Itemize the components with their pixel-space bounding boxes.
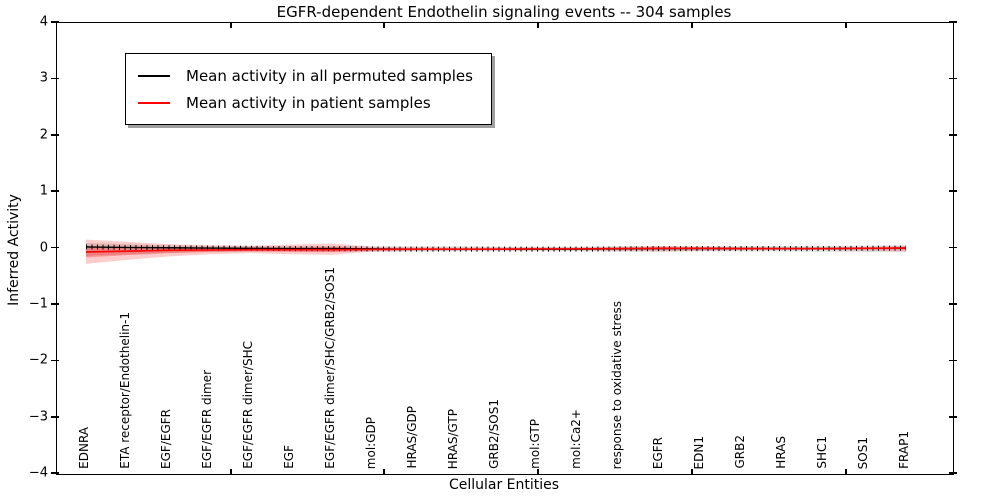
category-label: response to oxidative stress bbox=[610, 300, 624, 469]
patient-std-band-outer bbox=[86, 239, 906, 264]
legend-item-patient: Mean activity in patient samples bbox=[138, 89, 473, 116]
category-label: EDNRA bbox=[77, 427, 91, 469]
category-label: HRAS bbox=[774, 436, 788, 469]
category-label: mol:GTP bbox=[528, 419, 542, 469]
category-label: HRAS/GTP bbox=[446, 408, 460, 469]
y-tick-mark bbox=[51, 190, 59, 192]
legend-item-permuted: Mean activity in all permuted samples bbox=[138, 62, 473, 89]
category-label: EDN1 bbox=[692, 435, 706, 469]
x-axis-label: Cellular Entities bbox=[448, 477, 560, 493]
category-label: EGF bbox=[282, 445, 296, 469]
category-label: SOS1 bbox=[856, 436, 870, 469]
permuted-line-swatch bbox=[138, 74, 170, 77]
y-tick-mark bbox=[949, 472, 957, 474]
category-label: EGF/EGFR dimer bbox=[200, 370, 214, 469]
category-label: ETA receptor/Endothelin-1 bbox=[118, 312, 132, 469]
category-label: HRAS/GDP bbox=[405, 406, 419, 469]
category-label: mol:GDP bbox=[364, 416, 378, 469]
y-tick-mark bbox=[51, 246, 59, 249]
y-tick-mark bbox=[949, 416, 957, 418]
x-tick-mark bbox=[537, 23, 539, 28]
y-tick-mark bbox=[949, 77, 957, 80]
y-tick-mark bbox=[51, 77, 59, 80]
y-tick-mark bbox=[51, 21, 59, 23]
y-tick-mark bbox=[949, 359, 957, 362]
legend-label-permuted: Mean activity in all permuted samples bbox=[186, 66, 473, 85]
plot-area: Mean activity in all permuted samples Me… bbox=[56, 22, 954, 475]
category-label: mol:Ca2+ bbox=[569, 409, 583, 469]
patient-line-swatch bbox=[138, 101, 170, 104]
legend-label-patient: Mean activity in patient samples bbox=[186, 93, 431, 112]
chart-title: EGFR-dependent Endothelin signaling even… bbox=[276, 3, 732, 21]
x-tick-mark bbox=[230, 469, 232, 474]
x-tick-mark bbox=[845, 23, 847, 28]
chart-canvas bbox=[85, 239, 907, 264]
x-tick-mark bbox=[537, 469, 539, 474]
x-tick-mark bbox=[691, 23, 693, 28]
y-tick-label: 2 bbox=[39, 127, 48, 143]
category-label: GRB2/SOS1 bbox=[487, 399, 501, 469]
y-tick-label: −3 bbox=[28, 409, 48, 425]
x-tick-mark bbox=[691, 469, 693, 474]
category-label: FRAP1 bbox=[897, 431, 911, 469]
y-tick-label: 4 bbox=[39, 14, 48, 30]
x-tick-mark bbox=[383, 23, 385, 28]
category-label: EGF/EGFR dimer/SHC/GRB2/SOS1 bbox=[323, 267, 337, 469]
category-label: GRB2 bbox=[733, 435, 747, 469]
category-label: EGFR bbox=[651, 436, 665, 469]
y-tick-mark bbox=[949, 134, 957, 136]
y-tick-label: −4 bbox=[28, 465, 48, 481]
y-tick-mark bbox=[949, 246, 957, 249]
y-tick-label: −2 bbox=[28, 352, 48, 368]
legend: Mean activity in all permuted samples Me… bbox=[125, 53, 492, 125]
y-tick-mark bbox=[949, 21, 957, 23]
y-tick-mark bbox=[51, 472, 59, 474]
x-tick-mark bbox=[845, 469, 847, 474]
patient-mean-line bbox=[85, 247, 907, 253]
y-tick-mark bbox=[51, 134, 59, 136]
y-tick-mark bbox=[51, 359, 59, 362]
y-tick-label: 0 bbox=[39, 240, 48, 256]
y-tick-mark bbox=[949, 190, 957, 192]
y-tick-mark bbox=[51, 416, 59, 418]
y-tick-mark bbox=[51, 303, 59, 305]
x-tick-mark bbox=[383, 469, 385, 474]
x-tick-mark bbox=[230, 23, 232, 28]
y-tick-label: 1 bbox=[39, 183, 48, 199]
category-label: EGF/EGFR bbox=[159, 409, 173, 469]
y-tick-label: −1 bbox=[28, 296, 48, 312]
category-label: SHC1 bbox=[815, 436, 829, 469]
y-tick-label: 3 bbox=[39, 70, 48, 86]
y-tick-mark bbox=[949, 303, 957, 305]
category-label: EGF/EGFR dimer/SHC bbox=[241, 341, 255, 469]
